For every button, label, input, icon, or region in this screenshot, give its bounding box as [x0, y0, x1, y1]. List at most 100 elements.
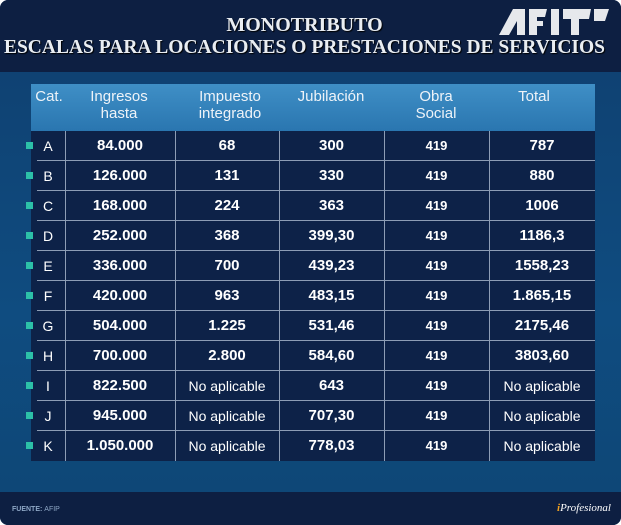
subtitle: ESCALAS PARA LOCACIONES O PRESTACIONES D…	[3, 37, 606, 58]
cell-total: No aplicable	[503, 378, 581, 394]
bullet-icon	[26, 262, 33, 269]
bullet-icon	[26, 142, 33, 149]
cell-jubilacion: 363	[318, 197, 345, 214]
column-header-cat: Cat.	[35, 88, 63, 105]
cell-impuesto: No aplicable	[188, 438, 266, 454]
cell-impuesto: 68	[218, 137, 236, 154]
column-divider	[279, 131, 280, 461]
title: MONOTRIBUTO	[226, 14, 383, 36]
bullet-icon	[26, 412, 33, 419]
cell-ingresos: 420.000	[92, 287, 148, 304]
cell-cat: G	[42, 318, 54, 334]
table-row: E 336.000 700 439,23 419 1558,23	[26, 251, 595, 281]
bullet-icon	[26, 202, 33, 209]
cell-jubilacion: 439,23	[308, 257, 355, 274]
column-divider	[489, 131, 490, 461]
table-row: F 420.000 963 483,15 419 1.865,15	[26, 281, 595, 311]
cell-ingresos: 126.000	[92, 167, 148, 184]
cell-total: 2175,46	[514, 317, 570, 334]
table-row: C 168.000 224 363 419 1006	[26, 191, 595, 221]
table-body: A 84.000 68 300 419 787 B 126.000 131 330 419 880 C 1…	[26, 131, 595, 461]
afip-logo	[499, 9, 609, 35]
cell-jubilacion: 643	[318, 377, 345, 394]
brand-name: Profesional	[560, 502, 611, 514]
bullet-icon	[26, 292, 33, 299]
cell-cat: F	[43, 288, 53, 304]
bullet-icon	[26, 442, 33, 449]
cell-cat: I	[46, 378, 50, 394]
column-divider	[175, 131, 176, 461]
cell-cat: A	[43, 138, 53, 154]
bullet-icon	[26, 322, 33, 329]
brand-logo: iProfesional	[557, 502, 611, 514]
cell-obra-social: 419	[425, 168, 448, 183]
cell-total: 1558,23	[514, 257, 570, 274]
column-divider	[384, 131, 385, 461]
cell-impuesto: 224	[214, 197, 240, 214]
cell-ingresos: 504.000	[92, 317, 148, 334]
column-header-obra-social: Obra Social	[415, 88, 457, 122]
cell-obra-social: 419	[425, 408, 448, 423]
footer: FUENTE: AFIP iProfesional	[0, 492, 621, 525]
table-header: Cat. Ingresos hasta Impuesto integrado J…	[31, 84, 595, 131]
cell-ingresos: 84.000	[97, 137, 143, 154]
cell-impuesto: 1.225	[208, 317, 246, 334]
column-header-total: Total	[518, 88, 550, 105]
cell-ingresos: 945.000	[92, 407, 148, 424]
bullet-icon	[26, 172, 33, 179]
cell-cat: E	[43, 258, 53, 274]
cell-cat: D	[42, 228, 54, 244]
row-divider	[37, 310, 595, 311]
cell-total: No aplicable	[503, 438, 581, 454]
cell-ingresos: 336.000	[92, 257, 148, 274]
table-row: A 84.000 68 300 419 787	[26, 131, 595, 161]
cell-obra-social: 419	[425, 198, 448, 213]
cell-total: 787	[529, 137, 555, 154]
cell-jubilacion: 300	[318, 137, 345, 154]
table-row: B 126.000 131 330 419 880	[26, 161, 595, 191]
cell-jubilacion: 531,46	[308, 317, 355, 334]
cell-obra-social: 419	[425, 318, 448, 333]
cell-impuesto: No aplicable	[188, 408, 266, 424]
bullet-icon	[26, 232, 33, 239]
cell-total: 3803,60	[514, 347, 570, 364]
cell-ingresos: 168.000	[92, 197, 148, 214]
row-divider	[37, 250, 595, 251]
cell-total: 1006	[525, 197, 559, 214]
table-row: K 1.050.000 No aplicable 778,03 419 No aplica…	[26, 431, 595, 461]
cell-cat: C	[42, 198, 54, 214]
cell-impuesto: 700	[214, 257, 240, 274]
row-divider	[37, 430, 595, 431]
cell-jubilacion: 330	[318, 167, 345, 184]
cell-total: 1.865,15	[512, 287, 572, 304]
table-row: D 252.000 368 399,30 419 1186,3	[26, 221, 595, 251]
cell-total: 880	[529, 167, 555, 184]
cell-jubilacion: 483,15	[308, 287, 355, 304]
cell-obra-social: 419	[425, 228, 448, 243]
cell-impuesto: 368	[214, 227, 240, 244]
column-header-ingresos: Ingresos hasta	[90, 88, 148, 122]
column-divider	[65, 131, 66, 461]
cell-impuesto: 2.800	[208, 347, 246, 364]
source-value: AFIP	[44, 506, 60, 513]
cell-impuesto: 131	[214, 167, 240, 184]
row-divider	[37, 400, 595, 401]
cell-jubilacion: 584,60	[308, 347, 355, 364]
cell-cat: H	[42, 348, 54, 364]
cell-cat: J	[44, 408, 52, 424]
source-note: FUENTE: AFIP	[12, 506, 60, 513]
row-divider	[37, 190, 595, 191]
cell-obra-social: 419	[425, 138, 448, 153]
brand-i: i	[557, 502, 561, 514]
bullet-icon	[26, 352, 33, 359]
row-divider	[37, 280, 595, 281]
table-row: H 700.000 2.800 584,60 419 3803,60	[26, 341, 595, 371]
cell-jubilacion: 399,30	[308, 227, 355, 244]
row-divider	[37, 220, 595, 221]
row-divider	[37, 340, 595, 341]
cell-obra-social: 419	[425, 438, 448, 453]
cell-obra-social: 419	[425, 348, 448, 363]
cell-ingresos: 1.050.000	[86, 437, 154, 454]
column-header-jubilacion: Jubilación	[297, 88, 365, 105]
